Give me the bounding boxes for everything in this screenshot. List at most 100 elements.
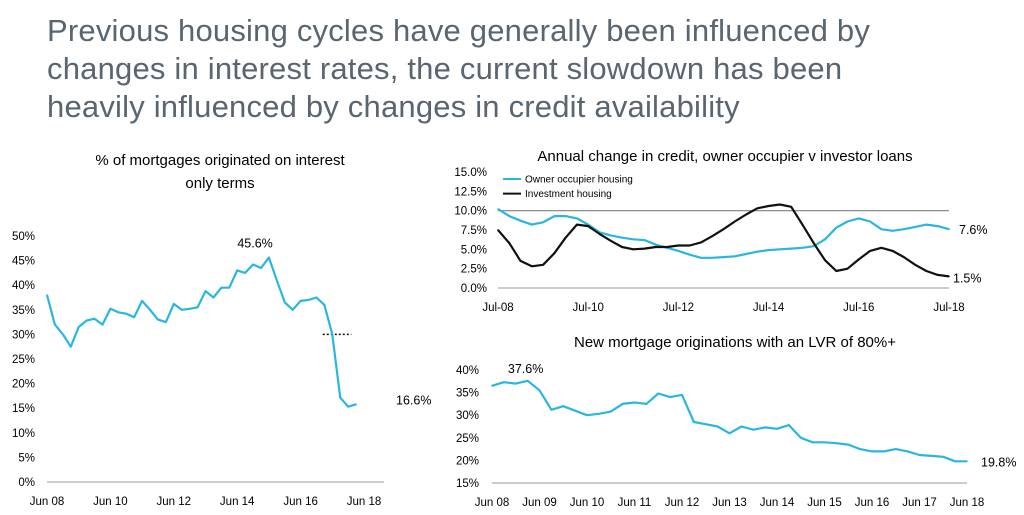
data-point [764, 426, 766, 429]
slide-title-line-1: Previous housing cycles have generally b… [47, 13, 871, 48]
data-point [519, 219, 522, 222]
y-tick-label: 50% [12, 231, 35, 243]
data-point [621, 403, 624, 405]
data-point [339, 396, 342, 399]
data-point [740, 425, 743, 428]
data-point [666, 246, 668, 248]
data-point [779, 248, 781, 251]
data-point [858, 217, 860, 220]
data-point [553, 215, 556, 217]
slide-title-line-2: changes in interest rates, the current s… [47, 51, 843, 86]
y-tick-label: 45% [12, 256, 35, 268]
data-point [657, 392, 660, 395]
data-point [801, 246, 804, 249]
data-point [204, 290, 207, 292]
y-tick-label: 15% [12, 403, 35, 415]
x-tick-label: Jun 18 [950, 497, 985, 509]
data-point [688, 253, 691, 256]
chart-lvr: New mortgage originations with an LVR of… [456, 334, 1016, 509]
data-point [745, 253, 747, 255]
data-point [574, 409, 576, 412]
data-point [835, 442, 838, 445]
data-point [733, 220, 736, 223]
data-point [331, 333, 334, 336]
data-point [645, 403, 648, 405]
data-point [508, 215, 511, 217]
data-point [347, 405, 349, 408]
data-point [252, 263, 254, 266]
data-point [824, 259, 826, 261]
data-point [117, 311, 120, 314]
data-point [141, 300, 143, 302]
data-point [564, 236, 567, 239]
data-point [716, 425, 719, 428]
data-point [779, 203, 781, 206]
data-point [812, 242, 815, 244]
series-line-interest-only [45, 256, 357, 408]
data-point [633, 401, 636, 404]
data-point [564, 215, 567, 217]
data-point [299, 300, 302, 302]
data-point [711, 257, 714, 259]
data-point [869, 220, 871, 223]
data-point [704, 423, 707, 426]
y-tick-label: 2.5% [461, 264, 487, 276]
x-tick-label: Jun 09 [522, 497, 557, 509]
data-point [609, 240, 612, 242]
data-point [925, 270, 928, 272]
data-point [728, 432, 731, 435]
data-point [109, 308, 112, 310]
data-point [576, 217, 578, 220]
data-point [220, 286, 223, 289]
data-point [914, 226, 916, 228]
last-value-label: 16.6% [396, 393, 431, 407]
data-point [355, 403, 357, 406]
data-point [776, 427, 778, 430]
data-point [811, 441, 814, 444]
x-tick-label: Jun 14 [760, 497, 795, 509]
data-point [733, 255, 736, 258]
data-point [891, 229, 894, 232]
data-point [847, 443, 850, 446]
data-point [858, 258, 860, 261]
data-point [688, 244, 691, 247]
data-point [180, 309, 183, 311]
data-point [871, 450, 873, 453]
data-point [519, 260, 522, 262]
data-point [846, 267, 849, 270]
data-point [609, 410, 612, 413]
data-point [632, 248, 635, 251]
data-point [835, 226, 838, 229]
data-point [165, 321, 167, 323]
data-point [790, 206, 792, 208]
data-point [655, 246, 657, 248]
y-tick-label: 20% [12, 379, 35, 391]
y-tick-label: 0% [18, 477, 35, 489]
chart-credit-growth: Annual change in credit, owner occupier … [454, 148, 987, 314]
data-point [722, 228, 725, 231]
data-point [711, 235, 714, 237]
peak-label: 37.6% [508, 362, 543, 376]
x-tick-label: Jun 12 [665, 497, 700, 509]
data-point [756, 207, 759, 210]
data-point [643, 239, 646, 241]
last-value-label: 19.8% [981, 455, 1016, 469]
data-point [157, 318, 159, 321]
data-point [767, 249, 770, 251]
data-point [823, 441, 826, 444]
x-tick-label: Jun 13 [712, 497, 747, 509]
data-point [799, 437, 802, 439]
data-point [538, 389, 541, 392]
data-point [553, 252, 556, 254]
y-tick-label: 35% [12, 305, 35, 317]
y-tick-label: 10% [12, 428, 35, 440]
data-point [491, 385, 493, 387]
data-point [903, 228, 905, 231]
data-point [62, 333, 64, 336]
x-tick-label: Jun 16 [855, 497, 890, 509]
data-point [598, 413, 600, 415]
data-point [801, 223, 804, 226]
chart-interest-only: % of mortgages originated on interest on… [12, 152, 431, 508]
data-point [93, 317, 96, 320]
chart-title-line: only terms [185, 175, 254, 192]
